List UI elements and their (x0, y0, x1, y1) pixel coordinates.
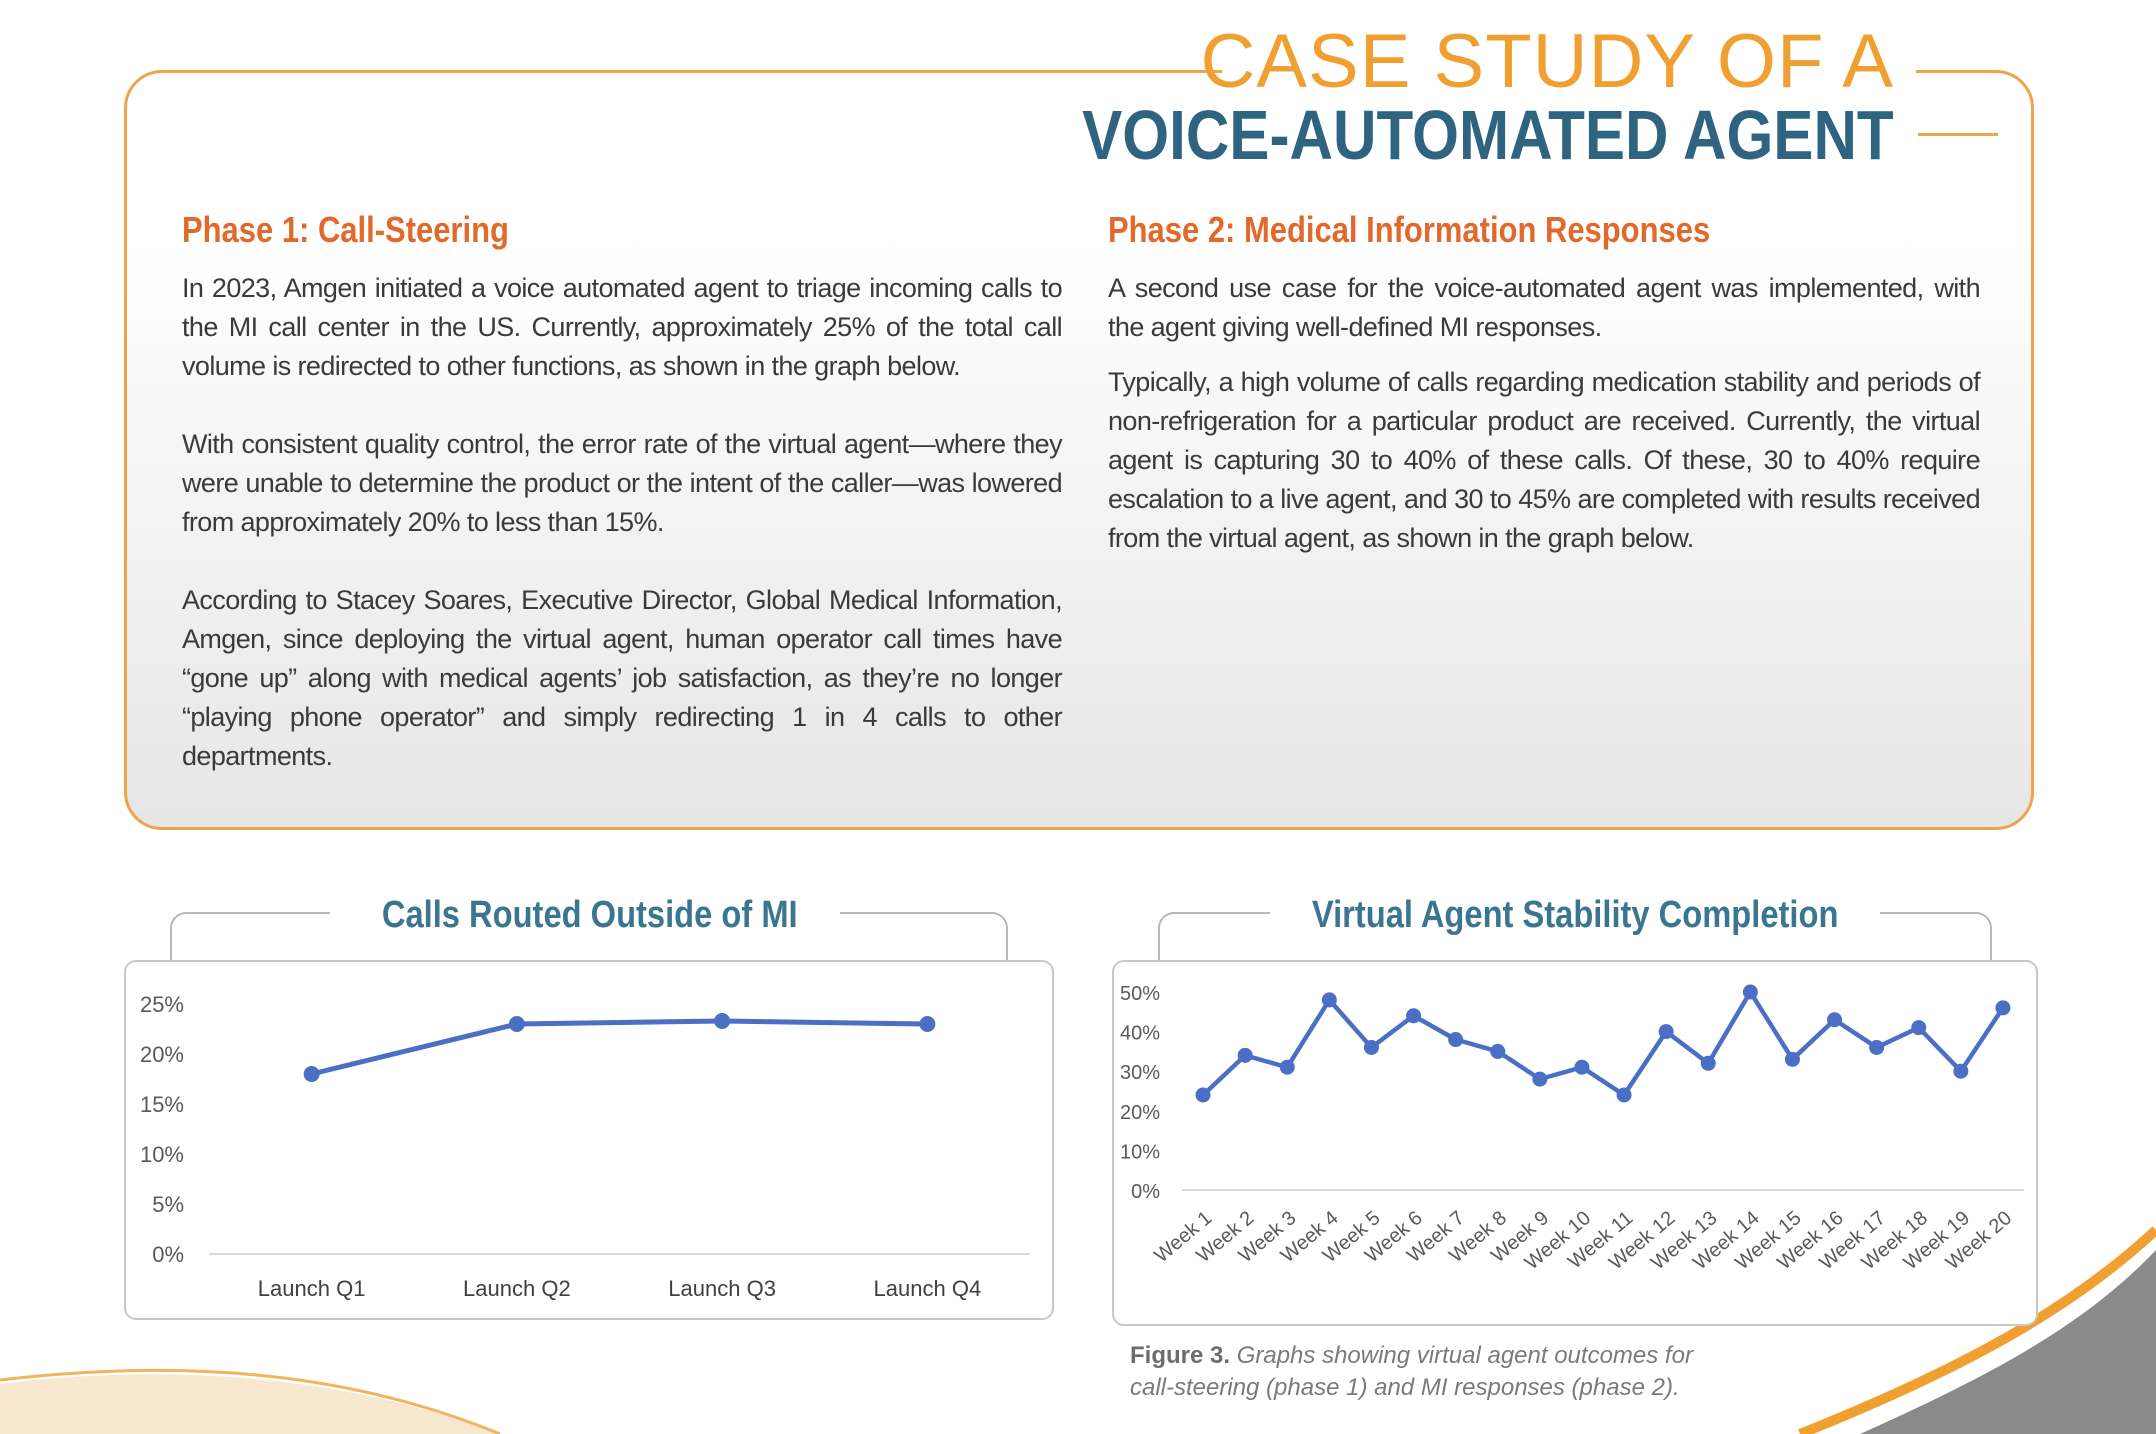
data-point (919, 1016, 936, 1032)
phase2-heading: Phase 2: Medical Information Responses (1108, 209, 1711, 250)
data-point (508, 1016, 525, 1032)
phase1-paragraph: With consistent quality control, the err… (182, 429, 1063, 537)
data-point (1658, 1024, 1674, 1040)
data-point (1237, 1047, 1253, 1063)
y-tick-label: 20% (1120, 1102, 1160, 1124)
y-tick-label: 30% (1120, 1062, 1160, 1084)
y-tick-label: 0% (152, 1242, 184, 1267)
data-point (1574, 1059, 1590, 1075)
data-point (1363, 1039, 1379, 1055)
phase2-section: Phase 2: Medical Information Responses A… (1108, 209, 1981, 574)
data-point (1406, 1008, 1422, 1024)
y-tick-label: 50% (1120, 983, 1160, 1005)
series-line (1201, 989, 2005, 1098)
chart2-panel: 0% 10% 20% 30% 40% 50% Week 1 Week 2 Week 3 Week … (1112, 960, 2038, 1326)
chart1-panel: 0% 5% 10% 15% 20% 25% Launch Q1 Launch Q2 Launch… (124, 960, 1054, 1320)
data-point (714, 1013, 731, 1029)
phase2-paragraph: Typically, a high volume of calls regard… (1108, 367, 1981, 553)
y-tick-label: 5% (152, 1192, 184, 1217)
data-point (1827, 1012, 1843, 1028)
x-tick-label: Launch Q1 (258, 1276, 366, 1301)
data-point (1995, 1000, 2011, 1016)
phase1-paragraph: In 2023, Amgen initiated a voice automat… (182, 273, 1063, 381)
phase1-paragraph: According to Stacey Soares, Executive Di… (182, 585, 1063, 771)
y-tick-label: 10% (140, 1142, 184, 1167)
x-tick-label: Launch Q2 (463, 1276, 571, 1301)
data-point (1448, 1032, 1464, 1048)
chart2-title: Virtual Agent Stability Completion (1311, 894, 1839, 936)
data-point (1869, 1039, 1885, 1055)
data-point (1279, 1059, 1295, 1075)
card-border-gap (1880, 110, 1916, 140)
data-point (1532, 1071, 1548, 1087)
data-point (1700, 1055, 1716, 1071)
x-tick-label: Launch Q3 (668, 1276, 776, 1301)
phase1-heading: Phase 1: Call-Steering (182, 209, 509, 250)
data-point (1616, 1087, 1632, 1103)
chart1-title: Calls Routed Outside of MI (382, 894, 798, 936)
phase2-paragraph: A second use case for the voice-automate… (1108, 273, 1981, 342)
y-tick-label: 10% (1120, 1141, 1160, 1163)
chart1-svg: 0% 5% 10% 15% 20% 25% Launch Q1 Launch Q2 Launch… (140, 992, 1030, 1301)
data-point (1953, 1063, 1969, 1079)
y-tick-label: 0% (1131, 1181, 1160, 1203)
data-point (1490, 1043, 1506, 1059)
y-tick-label: 15% (140, 1092, 184, 1117)
data-point (1195, 1087, 1211, 1103)
data-point (303, 1066, 320, 1082)
page-title-line2: VOICE-AUTOMATED AGENT (1082, 96, 1894, 174)
y-tick-label: 25% (140, 992, 184, 1017)
x-tick-label: Launch Q4 (874, 1276, 982, 1301)
caption-label: Figure 3. (1130, 1342, 1231, 1369)
series-line (311, 1018, 928, 1077)
y-tick-label: 40% (1120, 1023, 1160, 1045)
card-border-gap (1222, 58, 1916, 88)
data-point (1911, 1020, 1927, 1036)
case-study-card (124, 70, 2034, 830)
figure-caption: Figure 3. Graphs showing virtual agent o… (1130, 1340, 1730, 1404)
data-point (1784, 1051, 1800, 1067)
page-title-line1: CASE STUDY OF A (1200, 19, 1894, 104)
data-point (1742, 984, 1758, 1000)
data-point (1321, 992, 1337, 1008)
caption-text: Graphs showing virtual agent outcomes fo… (1130, 1342, 1693, 1401)
title-accent-line (1918, 133, 1998, 136)
y-tick-label: 20% (140, 1042, 184, 1067)
phase1-section: Phase 1: Call-Steering In 2023, Amgen in… (182, 209, 1063, 815)
